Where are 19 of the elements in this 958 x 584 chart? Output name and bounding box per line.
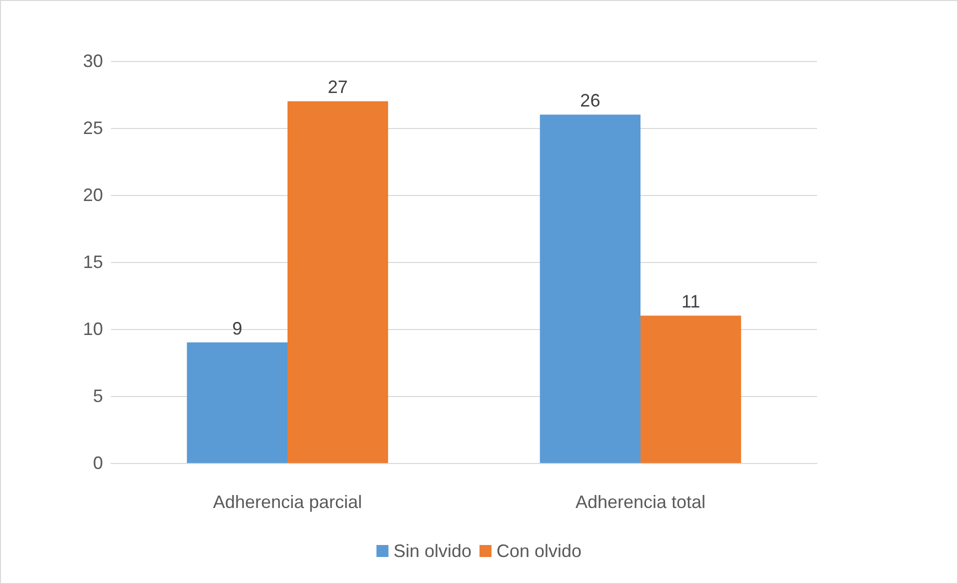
y-tick-label: 0 <box>92 453 103 473</box>
x-tick-label: Adherencia total <box>575 492 706 512</box>
data-label: 26 <box>580 90 600 111</box>
bar <box>186 342 288 463</box>
data-label: 27 <box>328 77 348 98</box>
data-label: 11 <box>681 292 700 312</box>
bar <box>640 316 742 463</box>
data-label: 9 <box>232 318 242 338</box>
bar <box>540 114 640 463</box>
bar <box>288 101 388 463</box>
y-tick-label: 20 <box>82 185 103 205</box>
legend-label: Con olvido <box>496 541 582 561</box>
y-tick-label: 10 <box>82 319 103 339</box>
x-tick-label: Adherencia parcial <box>212 492 362 512</box>
y-tick-label: 25 <box>82 118 103 138</box>
y-tick-label: 5 <box>92 386 103 406</box>
legend-label: Sin olvido <box>393 541 472 561</box>
y-tick-label: 30 <box>82 51 103 71</box>
y-tick-label: 15 <box>82 252 103 272</box>
